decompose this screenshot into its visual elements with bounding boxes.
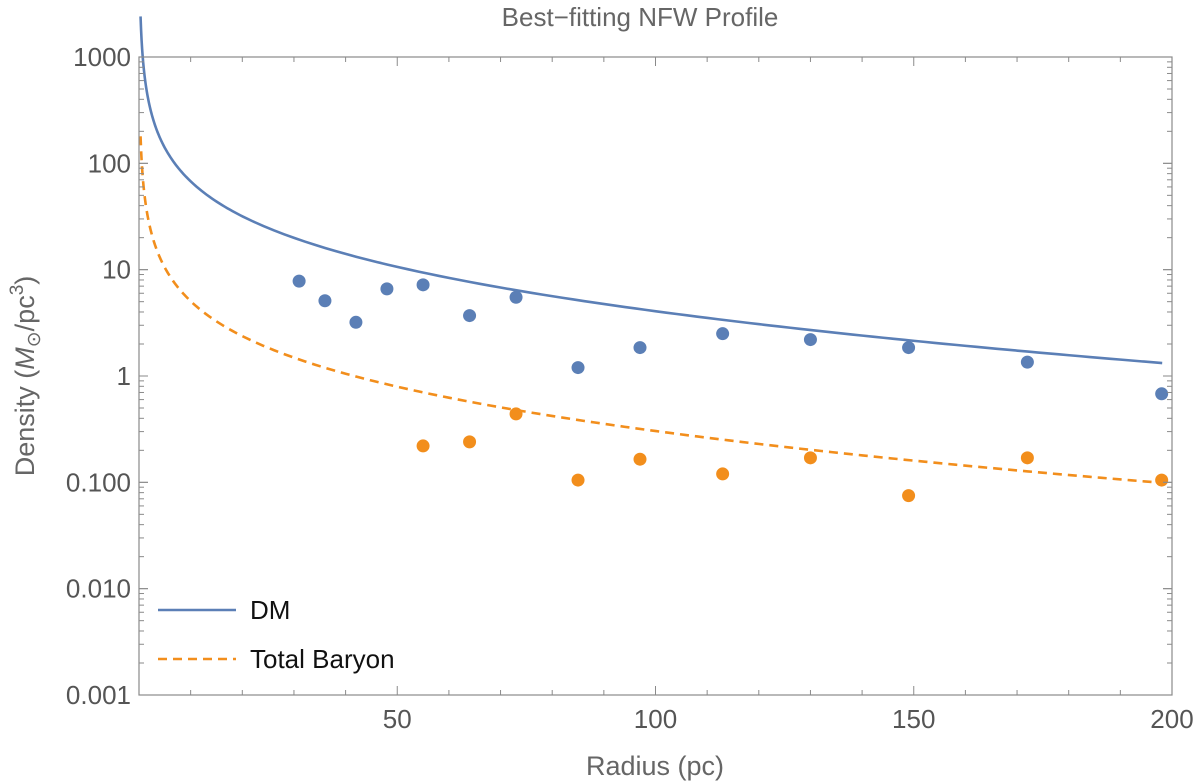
- x-axis-label: Radius (pc): [586, 751, 724, 781]
- point-dm: [1155, 387, 1169, 401]
- y-axis-label-m: M: [10, 347, 40, 370]
- point-dm: [292, 274, 306, 288]
- point-dm: [380, 282, 394, 296]
- y-tick-label: 0.001: [66, 680, 131, 710]
- point-dm: [633, 341, 647, 355]
- y-axis-label-unit: /pc: [10, 295, 40, 331]
- point-dm: [1020, 355, 1034, 369]
- curve-total-baryon: [139, 136, 1163, 485]
- y-axis-label-prefix: Density (: [10, 370, 40, 477]
- x-tick-labels: 50 100 150 200: [383, 704, 1194, 734]
- point-total-baryon: [716, 467, 730, 481]
- y-tick-label: 10: [102, 255, 131, 285]
- point-dm: [509, 290, 523, 304]
- point-total-baryon: [416, 439, 430, 453]
- x-tick-label: 150: [892, 704, 935, 734]
- point-total-baryon: [633, 452, 647, 466]
- y-axis-label-sun-symbol: ⊙: [24, 331, 45, 347]
- legend-label-dm: DM: [250, 595, 290, 625]
- chart-title: Best−fitting NFW Profile: [502, 2, 779, 32]
- point-total-baryon: [803, 451, 817, 465]
- data-points: [292, 274, 1169, 503]
- plot-frame: [138, 56, 1173, 696]
- y-axis-label-exponent: 3: [7, 285, 28, 296]
- y-tick-label: 1: [117, 361, 131, 391]
- point-dm: [571, 361, 585, 375]
- fit-curves: [139, 16, 1163, 485]
- y-tick-labels: 0.001 0.010 0.100 1 10 100 1000: [66, 42, 131, 710]
- y-axis-label-suffix: ): [10, 276, 40, 285]
- point-total-baryon: [1020, 451, 1034, 465]
- point-dm: [803, 333, 817, 347]
- point-total-baryon: [902, 489, 916, 503]
- y-tick-label: 0.100: [66, 467, 131, 497]
- y-tick-label: 1000: [73, 42, 131, 72]
- point-dm: [416, 278, 430, 292]
- y-axis-label: Density (M⊙/pc3): [7, 276, 45, 477]
- point-dm: [349, 315, 363, 329]
- curve-dm: [139, 16, 1163, 365]
- point-total-baryon: [509, 407, 523, 421]
- y-tick-label: 100: [88, 148, 131, 178]
- y-tick-label: 0.010: [66, 574, 131, 604]
- legend-label-total-baryon: Total Baryon: [250, 644, 395, 674]
- point-total-baryon: [571, 473, 585, 487]
- point-total-baryon: [1155, 473, 1169, 487]
- point-dm: [902, 341, 916, 355]
- point-dm: [318, 294, 332, 308]
- point-dm: [716, 327, 730, 341]
- x-tick-label: 100: [634, 704, 677, 734]
- x-tick-label: 50: [383, 704, 412, 734]
- x-tick-label: 200: [1150, 704, 1193, 734]
- axis-ticks: [139, 56, 1172, 696]
- point-total-baryon: [463, 435, 477, 449]
- legend: DM Total Baryon: [158, 595, 395, 674]
- point-dm: [463, 309, 477, 323]
